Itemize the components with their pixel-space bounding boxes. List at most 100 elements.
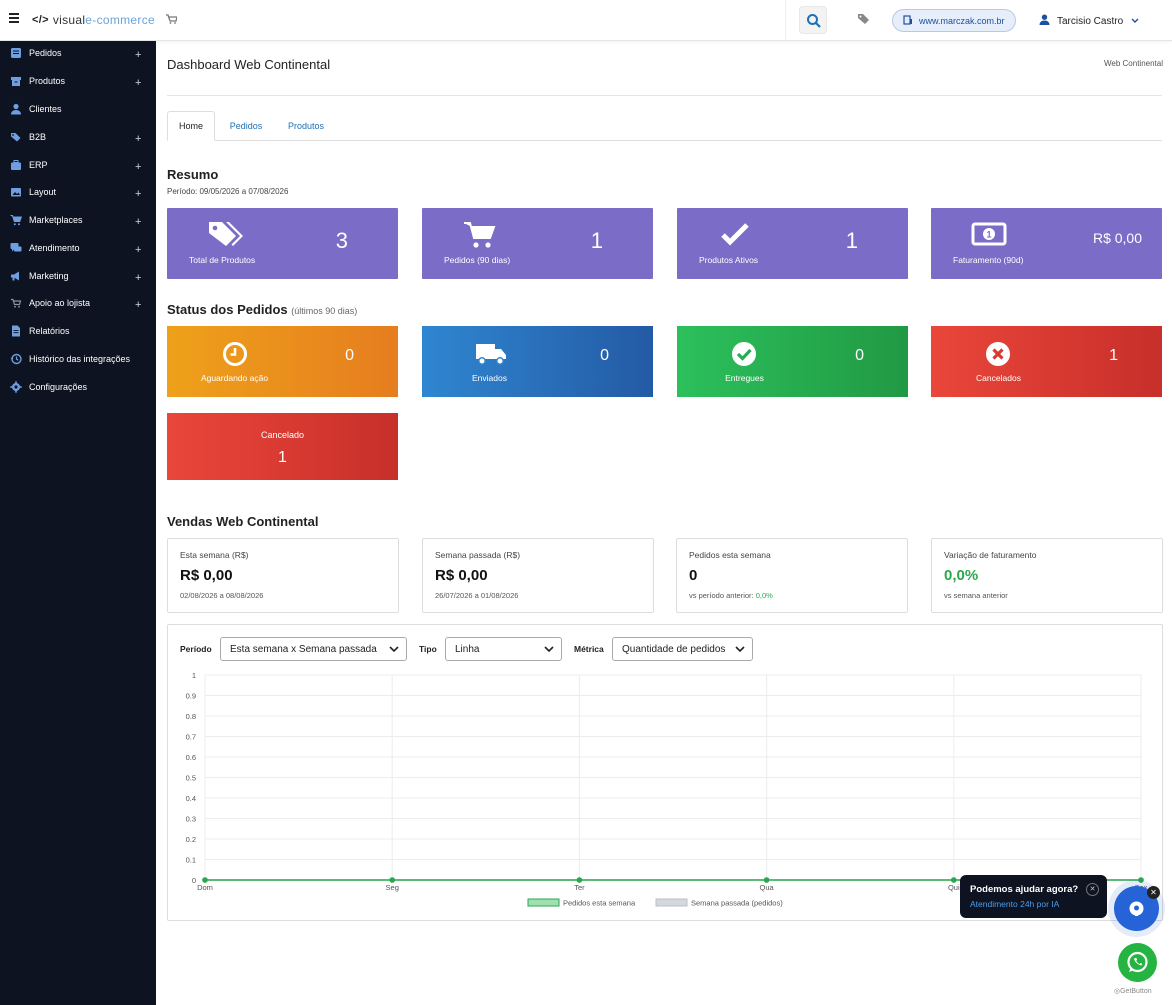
sidebar-item-layout[interactable]: Layout +: [0, 183, 156, 203]
expand-icon[interactable]: +: [135, 49, 142, 61]
tags-icon: [209, 222, 243, 246]
tipo-select[interactable]: Linha: [445, 637, 562, 661]
chevron-down-icon: [389, 646, 399, 653]
logo[interactable]: </> visual e-commerce: [32, 13, 155, 27]
tab-pedidos[interactable]: Pedidos: [229, 121, 263, 131]
status-title: Status dos Pedidos (últimos 90 dias): [167, 302, 357, 317]
tab-bar: Home Pedidos Produtos: [167, 111, 1162, 141]
x-tick-label: Qua: [760, 883, 775, 892]
sidebar-item-erp[interactable]: ERP +: [0, 156, 156, 176]
expand-icon[interactable]: +: [135, 77, 142, 89]
expand-icon[interactable]: +: [135, 216, 142, 228]
legend-swatch: [655, 898, 688, 907]
top-right-area: www.marczak.com.br Tarcisio Castro: [785, 0, 1172, 41]
whatsapp-button[interactable]: [1118, 943, 1157, 982]
money-icon: 1: [971, 222, 1007, 246]
data-point: [1138, 877, 1144, 883]
y-tick-label: 0.2: [186, 835, 196, 844]
y-tick-label: 1: [192, 671, 196, 680]
status-aguardando[interactable]: Aguardando ação 0: [167, 326, 398, 397]
kpi-variacao-faturamento: Variação de faturamento 0,0% vs semana a…: [931, 538, 1163, 613]
status-cancelados[interactable]: Cancelados 1: [931, 326, 1162, 397]
tags-icon[interactable]: [857, 13, 871, 28]
chevron-down-icon: [1131, 16, 1139, 27]
metrica-label: Métrica: [574, 644, 604, 654]
help-popup[interactable]: Podemos ajudar agora? Atendimento 24h po…: [960, 875, 1107, 918]
report-icon: [12, 325, 20, 337]
site-url-pill[interactable]: www.marczak.com.br: [892, 9, 1016, 32]
resumo-period: Período: 09/05/2026 a 07/08/2026: [167, 187, 289, 196]
card-pedidos-90[interactable]: Pedidos (90 dias) 1: [422, 208, 653, 279]
sidebar-item-pedidos[interactable]: Pedidos +: [0, 44, 156, 64]
y-tick-label: 0.3: [186, 815, 196, 824]
card-total-produtos[interactable]: Total de Produtos 3: [167, 208, 398, 279]
periodo-label: Período: [180, 644, 212, 654]
tab-produtos[interactable]: Produtos: [287, 121, 325, 131]
sidebar-item-produtos[interactable]: Produtos +: [0, 72, 156, 92]
bot-icon: [1129, 901, 1144, 916]
legend-label: Semana passada (pedidos): [691, 899, 783, 908]
sidebar-item-clientes[interactable]: Clientes: [0, 100, 156, 120]
sidebar-item-marketplaces[interactable]: Marketplaces +: [0, 211, 156, 231]
expand-icon[interactable]: +: [135, 272, 142, 284]
kpi-esta-semana: Esta semana (R$) R$ 0,00 02/08/2026 a 08…: [167, 538, 399, 613]
expand-icon[interactable]: +: [135, 299, 142, 311]
sidebar-item-marketing[interactable]: Marketing +: [0, 267, 156, 287]
logo-ecommerce: e-commerce: [85, 13, 155, 27]
cart-icon: [464, 222, 496, 248]
top-bar: </> visual e-commerce www.marczak.com.br…: [0, 0, 1172, 41]
periodo-select[interactable]: Esta semana x Semana passada: [220, 637, 407, 661]
expand-icon[interactable]: +: [135, 188, 142, 200]
user-menu[interactable]: Tarcisio Castro: [1039, 14, 1139, 28]
search-icon: [807, 14, 821, 28]
logo-code: </>: [32, 14, 49, 26]
expand-icon[interactable]: +: [135, 133, 142, 145]
card-produtos-ativos[interactable]: Produtos Ativos 1: [677, 208, 908, 279]
card-faturamento[interactable]: 1 Faturamento (90d) R$ 0,00: [931, 208, 1162, 279]
getbutton-credit[interactable]: ◎GetButton: [1114, 988, 1152, 995]
chat-icon: [10, 243, 22, 252]
legend-label: Pedidos esta semana: [563, 899, 636, 908]
kpi-pedidos-semana: Pedidos esta semana 0 vs período anterio…: [676, 538, 908, 613]
search-button[interactable]: [799, 6, 827, 34]
close-icon[interactable]: ✕: [1147, 886, 1160, 899]
resumo-title: Resumo: [167, 167, 219, 182]
truck-icon: [476, 344, 506, 365]
sidebar-item-configuracoes[interactable]: Configurações: [0, 378, 156, 398]
briefcase-icon: [11, 160, 21, 170]
breadcrumb[interactable]: Web Continental: [1104, 59, 1163, 68]
orders-icon: [11, 48, 21, 58]
site-url: www.marczak.com.br: [919, 15, 1005, 26]
sidebar-item-atendimento[interactable]: Atendimento +: [0, 239, 156, 259]
tab-home[interactable]: Home: [167, 111, 215, 141]
sidebar-item-relatorios[interactable]: Relatórios: [0, 322, 156, 342]
status-enviados[interactable]: Enviados 0: [422, 326, 653, 397]
chevron-down-icon: [544, 646, 554, 653]
vendas-title: Vendas Web Continental: [167, 514, 319, 529]
x-tick-label: Qui: [948, 883, 960, 892]
y-tick-label: 0.7: [186, 733, 196, 742]
expand-icon[interactable]: +: [135, 244, 142, 256]
user-icon: [11, 103, 21, 115]
menu-icon[interactable]: [9, 13, 19, 25]
expand-icon[interactable]: +: [135, 161, 142, 173]
sidebar-item-apoio-lojista[interactable]: Apoio ao lojista +: [0, 294, 156, 314]
line-chart: 0 0.1 0.2 0.3 0.4 0.5 0.6 0.7 0.8 0.9 1 Dom Seg Ter Q…: [186, 671, 1148, 908]
status-cancelado[interactable]: Cancelado 1: [167, 413, 398, 480]
y-tick-label: 0.5: [186, 774, 196, 783]
metrica-select[interactable]: Quantidade de pedidos: [612, 637, 753, 661]
kpi-semana-passada: Semana passada (R$) R$ 0,00 26/07/2026 a…: [422, 538, 654, 613]
data-point: [202, 877, 208, 883]
y-tick-label: 0.8: [186, 712, 196, 721]
cart-icon: [10, 215, 22, 226]
sidebar-item-b2b[interactable]: B2B +: [0, 128, 156, 148]
sidebar-item-historico-integracoes[interactable]: Histórico das integrações: [0, 350, 156, 370]
y-tick-label: 0.1: [186, 856, 196, 865]
svg-text:1: 1: [986, 230, 991, 240]
logo-visual: visual: [52, 13, 86, 27]
close-icon[interactable]: ✕: [1086, 883, 1099, 896]
whatsapp-icon: [1127, 951, 1148, 973]
data-point: [951, 877, 957, 883]
cart-icon[interactable]: [166, 14, 178, 27]
status-entregues[interactable]: Entregues 0: [677, 326, 908, 397]
